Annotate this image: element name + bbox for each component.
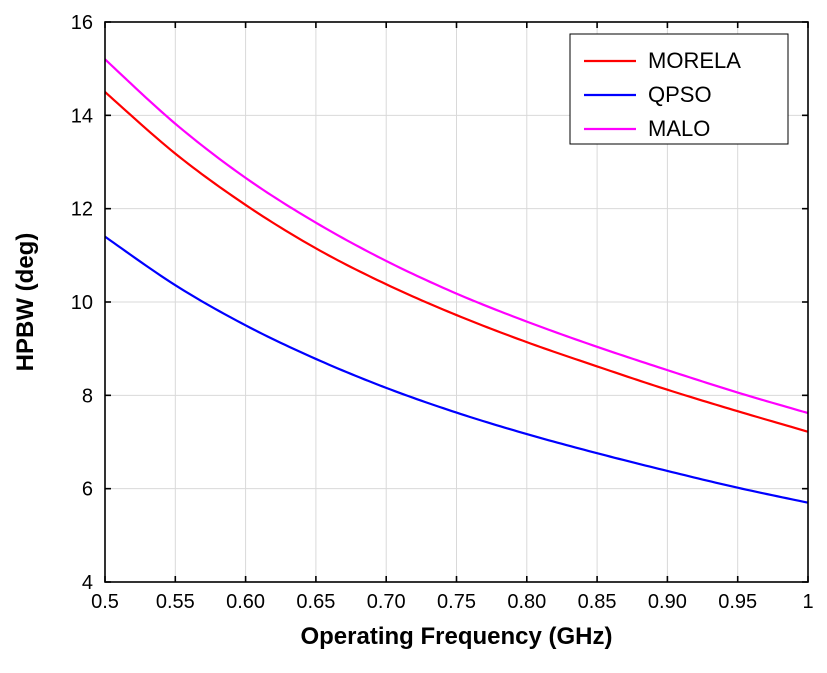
ytick-label: 4 (82, 572, 93, 594)
xtick-label: 0.55 (156, 591, 195, 613)
xtick-label: 0.85 (578, 591, 617, 613)
xtick-label: 0.75 (437, 591, 476, 613)
line-chart: 0.5 0.55 0.60 0.65 0.70 0.75 0.80 0.85 0.90 0.95 1… (0, 0, 827, 673)
x-axis-label: Operating Frequency (GHz) (300, 623, 612, 650)
ytick-label: 8 (82, 385, 93, 407)
ytick-label: 6 (82, 479, 93, 501)
ytick-label: 16 (71, 12, 93, 34)
chart-container: 0.5 0.55 0.60 0.65 0.70 0.75 0.80 0.85 0.90 0.95 1… (0, 0, 827, 673)
xtick-label: 0.5 (91, 591, 119, 613)
xtick-label: 0.60 (226, 591, 265, 613)
xtick-label: 0.65 (296, 591, 335, 613)
xtick-label: 1 (802, 591, 813, 613)
legend-label: MORELA (648, 48, 741, 73)
legend-label: QPSO (648, 82, 712, 107)
ytick-label: 12 (71, 199, 93, 221)
ytick-label: 10 (71, 292, 93, 314)
xtick-label: 0.90 (648, 591, 687, 613)
xtick-label: 0.80 (507, 591, 546, 613)
xtick-label: 0.95 (718, 591, 757, 613)
ytick-label: 14 (71, 105, 93, 127)
xtick-label: 0.70 (367, 591, 406, 613)
y-axis-label: HPBW (deg) (12, 233, 39, 372)
legend-label: MALO (648, 116, 710, 141)
